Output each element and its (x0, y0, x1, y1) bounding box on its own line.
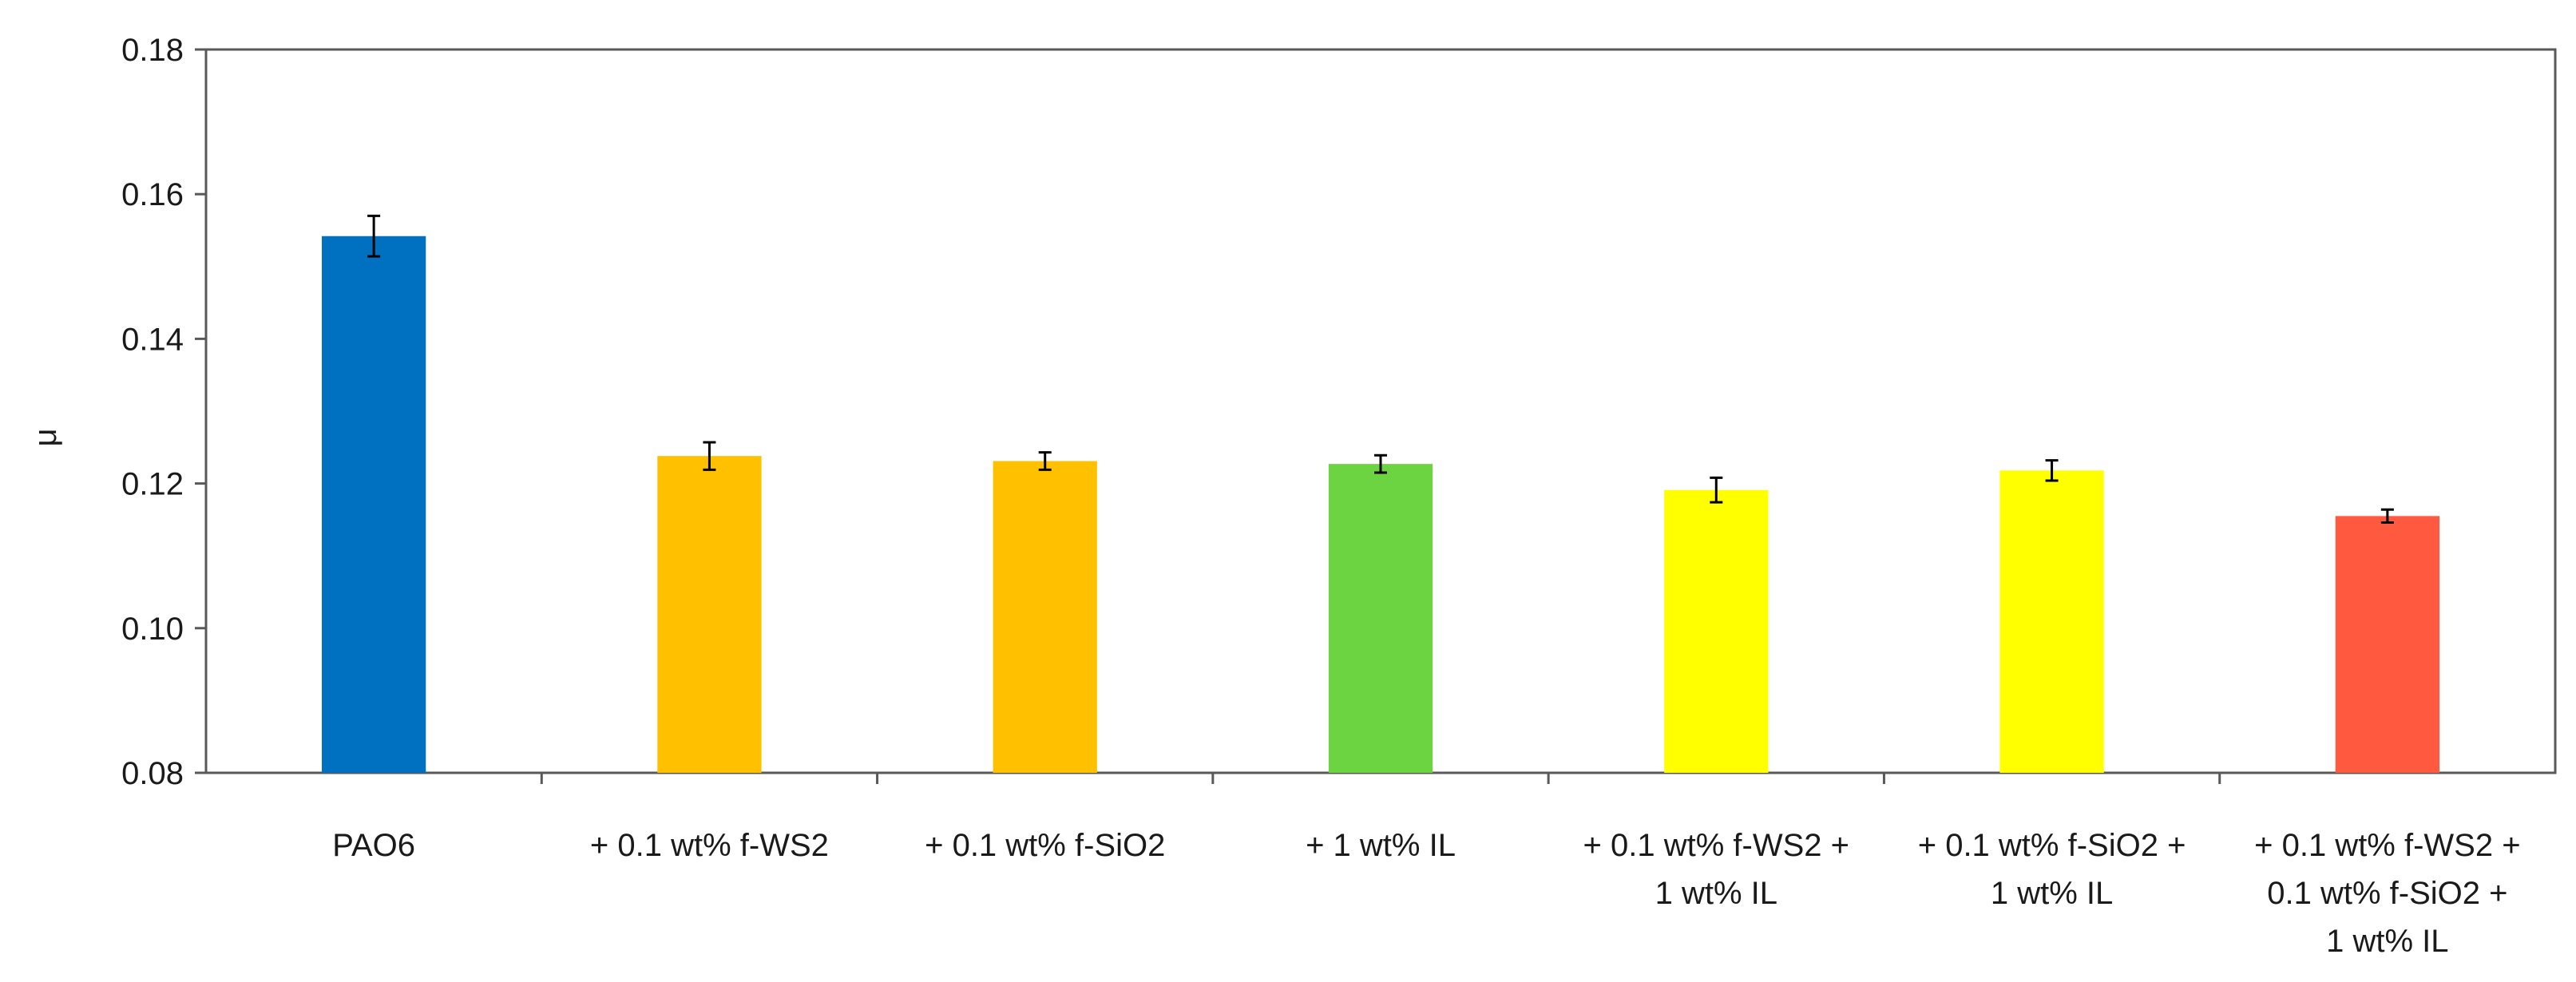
category-label: + 0.1 wt% f-WS2 +1 wt% IL (1583, 828, 1849, 911)
bar (657, 456, 762, 773)
category-label: PAO6 (332, 828, 415, 863)
y-tick-label: 0.18 (121, 33, 184, 68)
error-bar (367, 214, 381, 258)
error-bar (2045, 459, 2059, 482)
error-bar (2380, 508, 2394, 525)
y-tick-label: 0.14 (121, 322, 184, 357)
category-labels: PAO6 + 0.1 wt% f-WS2 + 0.1 wt% f-SiO2 + 1 w… (332, 828, 2520, 959)
bars (321, 236, 2440, 773)
bar (1664, 489, 1769, 773)
error-bar (1710, 476, 1723, 504)
error-bar (1374, 453, 1387, 474)
error-bars (367, 214, 2394, 525)
y-tick-label: 0.16 (121, 177, 184, 212)
y-tick-label: 0.10 (121, 612, 184, 647)
y-tick-label: 0.12 (121, 467, 184, 502)
category-label: + 0.1 wt% f-WS2 (590, 828, 829, 863)
category-label: + 0.1 wt% f-WS2 +0.1 wt% f-SiO2 +1 wt% I… (2254, 828, 2520, 959)
bar (321, 236, 426, 773)
y-axis-title: μ (28, 428, 63, 446)
bar (1328, 464, 1433, 773)
error-bar (1038, 451, 1052, 471)
category-label: + 0.1 wt% f-SiO2 (925, 828, 1165, 863)
bar (2335, 516, 2440, 773)
category-label: + 0.1 wt% f-SiO2 +1 wt% IL (1918, 828, 2186, 911)
bar (993, 461, 1097, 773)
y-axis-ticks: 0.08 0.10 0.12 0.14 0.16 0.18 (121, 33, 206, 791)
category-label: + 1 wt% IL (1306, 828, 1456, 863)
y-tick-label: 0.08 (121, 756, 184, 791)
bar (1999, 470, 2104, 773)
x-axis-ticks (540, 773, 2221, 784)
error-bar (703, 441, 716, 471)
